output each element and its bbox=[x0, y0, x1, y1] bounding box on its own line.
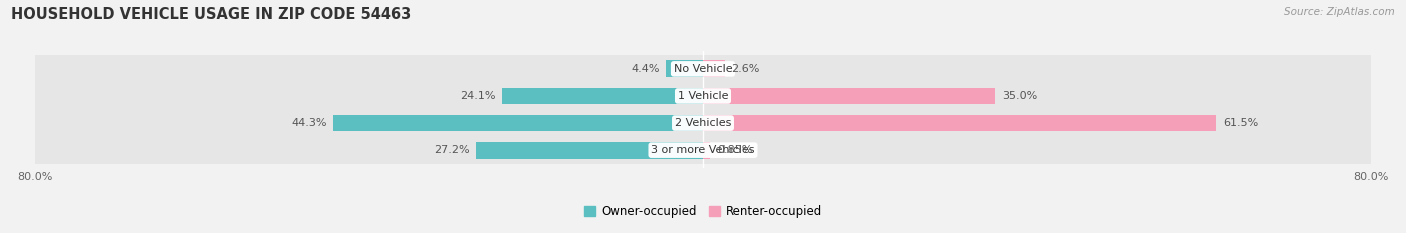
Text: 35.0%: 35.0% bbox=[1002, 91, 1038, 101]
Text: 27.2%: 27.2% bbox=[433, 145, 470, 155]
Text: 2 Vehicles: 2 Vehicles bbox=[675, 118, 731, 128]
Bar bbox=[703, 61, 724, 77]
Bar bbox=[475, 142, 703, 158]
Bar bbox=[35, 55, 1371, 82]
Bar bbox=[502, 88, 703, 104]
Bar bbox=[703, 142, 710, 158]
Text: 0.85%: 0.85% bbox=[717, 145, 752, 155]
Text: 3 or more Vehicles: 3 or more Vehicles bbox=[651, 145, 755, 155]
Bar bbox=[666, 61, 703, 77]
Text: Source: ZipAtlas.com: Source: ZipAtlas.com bbox=[1284, 7, 1395, 17]
Bar bbox=[703, 88, 995, 104]
Text: 24.1%: 24.1% bbox=[460, 91, 495, 101]
Text: 4.4%: 4.4% bbox=[631, 64, 659, 74]
Legend: Owner-occupied, Renter-occupied: Owner-occupied, Renter-occupied bbox=[579, 200, 827, 223]
Text: 44.3%: 44.3% bbox=[291, 118, 326, 128]
Text: HOUSEHOLD VEHICLE USAGE IN ZIP CODE 54463: HOUSEHOLD VEHICLE USAGE IN ZIP CODE 5446… bbox=[11, 7, 412, 22]
Bar bbox=[703, 115, 1216, 131]
Text: 1 Vehicle: 1 Vehicle bbox=[678, 91, 728, 101]
Text: No Vehicle: No Vehicle bbox=[673, 64, 733, 74]
Bar bbox=[35, 110, 1371, 137]
Bar bbox=[35, 137, 1371, 164]
Bar bbox=[333, 115, 703, 131]
Text: 61.5%: 61.5% bbox=[1223, 118, 1258, 128]
Bar bbox=[35, 82, 1371, 110]
Text: 2.6%: 2.6% bbox=[731, 64, 759, 74]
